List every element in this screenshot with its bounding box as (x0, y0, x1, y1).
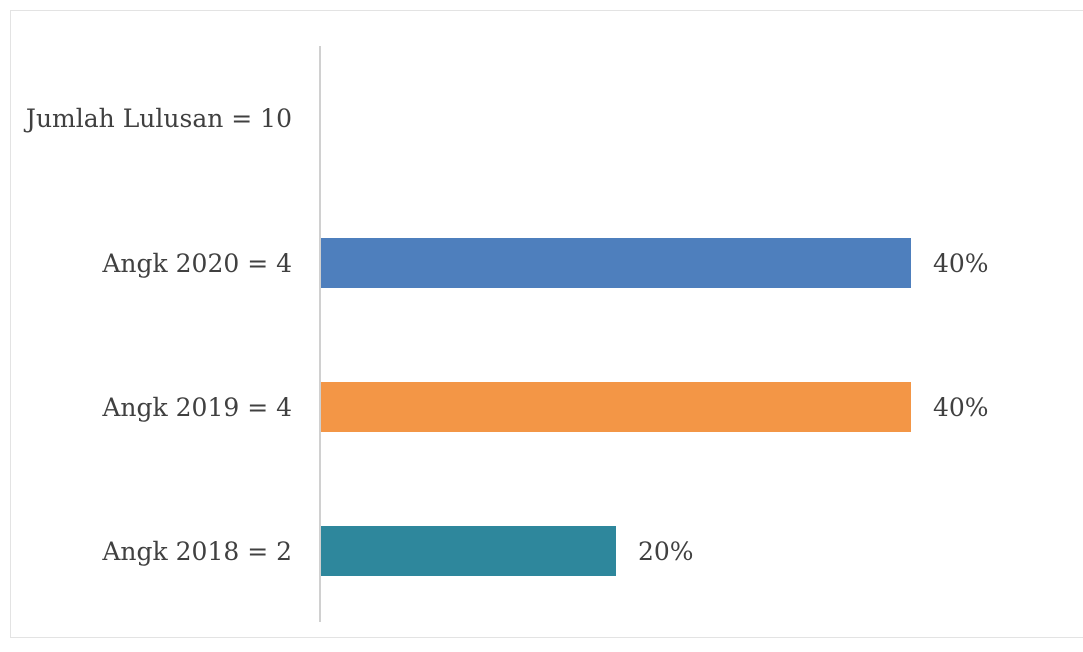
data-label: 40% (933, 393, 989, 422)
bars-layer (321, 238, 911, 576)
category-label: Angk 2020 = 4 (101, 249, 292, 278)
category-label: Angk 2018 = 2 (101, 537, 292, 566)
bar (321, 526, 616, 576)
category-label: Jumlah Lulusan = 10 (23, 104, 292, 133)
category-label: Angk 2019 = 4 (101, 393, 292, 422)
bar (321, 382, 911, 432)
data-label: 20% (638, 537, 694, 566)
data-label: 40% (933, 249, 989, 278)
labels-layer: Jumlah Lulusan = 10 Angk 2020 = 4 40% Angk … (23, 104, 989, 566)
bar (321, 238, 911, 288)
